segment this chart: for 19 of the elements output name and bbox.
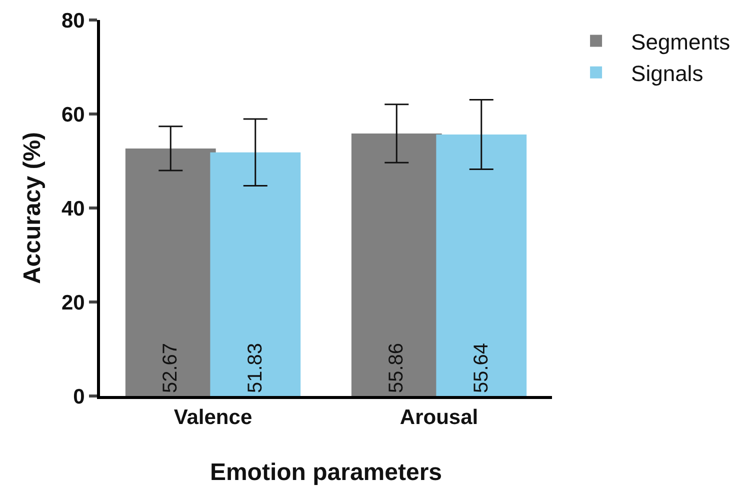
bar	[351, 133, 442, 396]
bar	[125, 148, 216, 396]
y-axis-title: Accuracy (%)	[19, 132, 46, 284]
y-tick-label: 20	[61, 291, 85, 314]
legend-label: Segments	[631, 29, 730, 54]
y-tick-label: 80	[61, 9, 85, 32]
data-label: 55.64	[470, 342, 492, 393]
data-label: 55.86	[386, 342, 408, 393]
x-tick-label: Valence	[174, 406, 252, 430]
bar	[210, 152, 301, 396]
legend-label: Signals	[631, 60, 704, 86]
y-tick-label: 60	[61, 103, 85, 126]
data-label: 52.67	[160, 342, 182, 393]
data-label: 51.83	[244, 342, 266, 393]
bar	[436, 134, 527, 396]
x-tick-label: Arousal	[400, 406, 478, 430]
y-tick-label: 0	[73, 385, 85, 408]
y-tick-label: 40	[61, 197, 85, 220]
x-axis-title: Emotion parameters	[210, 459, 442, 486]
